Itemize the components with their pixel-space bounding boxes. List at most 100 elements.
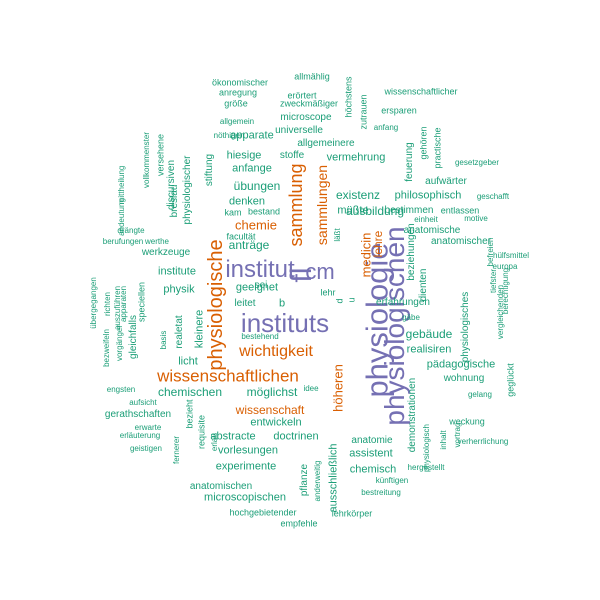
cloud-word: bestehend [241, 332, 279, 341]
cloud-word: anatomie [351, 435, 393, 446]
cloud-word: anatomische [403, 225, 461, 236]
cloud-word: microscopischen [204, 491, 286, 504]
cloud-word: anfange [232, 162, 272, 175]
cloud-word: anderweitig [313, 460, 322, 502]
cloud-word: physiologische [205, 239, 227, 371]
cloud-word: hochgebietender [229, 507, 297, 518]
cloud-word: übungen [233, 179, 281, 193]
cloud-word: erläuterung [119, 431, 161, 440]
cloud-word: vorgänger [115, 324, 124, 362]
cloud-word: wissenschaftlichen [157, 366, 299, 386]
cloud-word: breslau [169, 184, 180, 218]
cloud-word: höchstens [343, 76, 354, 118]
cloud-word: facultät [226, 231, 256, 242]
cloud-word: entlassen [440, 205, 480, 216]
cloud-word: läßt [333, 228, 342, 242]
cloud-word: aufsicht [129, 398, 157, 407]
cloud-word: institute [158, 265, 196, 278]
cloud-word: institut [225, 256, 295, 283]
cloud-word: möglichst [246, 385, 298, 399]
cloud-word: wissenschaftlicher [384, 86, 458, 97]
cloud-word: universelle [275, 125, 323, 136]
cloud-word: geeignet [235, 281, 279, 294]
cloud-word: übergegangen [89, 277, 98, 329]
cloud-word: microscope [280, 112, 332, 123]
cloud-word: physiologisches [460, 291, 471, 363]
cloud-word: lehrkörper [331, 508, 373, 519]
cloud-word: einheit [414, 215, 438, 224]
cloud-word: verherrlichung [457, 437, 509, 446]
cloud-word: beziehungen [406, 223, 417, 281]
cloud-word: licht [178, 355, 198, 368]
cloud-word: realisiren [406, 343, 452, 356]
cloud-word: wissenschaft [235, 403, 305, 417]
cloud-word: entwickeln [250, 416, 302, 429]
cloud-word: practische [432, 127, 443, 169]
cloud-word: geschafft [476, 192, 510, 201]
cloud-word: empfehle [280, 518, 318, 529]
cloud-word: denken [228, 195, 266, 208]
cloud-word: physiologischer [182, 155, 193, 225]
cloud-word: geistigen [129, 444, 163, 453]
cloud-word: apparaten [119, 285, 128, 323]
cloud-word: chemie [235, 217, 277, 233]
cloud-word: apparate [230, 129, 274, 142]
cloud-word: müßte [337, 204, 369, 217]
cloud-word: kam [224, 207, 242, 218]
cloud-word: feuerung [404, 142, 415, 182]
cloud-word: vergleichenden [496, 284, 505, 340]
cloud-word: b [278, 297, 286, 310]
cloud-word: vermehrung [326, 151, 386, 164]
cloud-word: werkzeuge [141, 247, 191, 258]
cloud-word: anregung [218, 87, 258, 98]
cloud-word: fl [285, 267, 318, 283]
cloud-word: philosophisch [394, 189, 462, 202]
cloud-word: bezweifeln [102, 329, 111, 367]
cloud-word: inhalt [439, 430, 448, 450]
cloud-word: lehr [320, 287, 336, 298]
cloud-word: allmählig [294, 71, 330, 82]
cloud-word: requisite [196, 414, 207, 450]
cloud-word: realetat [174, 315, 185, 349]
cloud-word: gehören [418, 126, 429, 160]
cloud-word: bestand [247, 206, 281, 217]
cloud-word: versehene [155, 133, 166, 177]
cloud-word: wichtigkeit [239, 343, 313, 360]
cloud-word: erwarte [134, 423, 162, 432]
cloud-word: demonstrationen [407, 377, 418, 453]
cloud-word: allgemeinere [297, 138, 355, 149]
cloud-word: sammlung [286, 163, 306, 247]
cloud-word: zutrauen [358, 94, 369, 130]
cloud-word: bezieht [184, 399, 195, 429]
cloud-word: zweckmäßiger [279, 98, 339, 109]
cloud-word: stiftung [204, 153, 215, 187]
cloud-word: berufungen [102, 237, 144, 246]
cloud-word: anatomischen [189, 481, 253, 492]
cloud-word: gelang [467, 390, 493, 399]
cloud-word: hiesige [226, 149, 262, 162]
cloud-word: pflanze [299, 463, 310, 497]
cloud-word: sammlungen [314, 164, 330, 246]
cloud-word: drängte [117, 226, 145, 235]
cloud-word: ersparen [381, 105, 417, 116]
cloud-word: höheren [330, 364, 346, 412]
cloud-word: allgemein [219, 117, 255, 126]
cloud-word: größe [224, 98, 248, 109]
cloud-word: ausbildung [345, 204, 405, 218]
cloud-word: europa [492, 262, 518, 271]
cloud-word: physik [163, 283, 195, 296]
cloud-word: vollkommenster [142, 131, 151, 189]
cloud-word: hergestellt [407, 463, 445, 472]
cloud-word: bestreitung [361, 488, 401, 497]
cloud-word: physiologischen [379, 226, 410, 426]
cloud-word: idee [303, 384, 319, 393]
cloud-word: motive [464, 214, 488, 223]
cloud-word: chemisch [349, 463, 397, 476]
cloud-word: stoffe [279, 150, 305, 161]
cloud-word: anträge [228, 238, 270, 252]
cloud-word: gäbe [402, 313, 420, 322]
cloud-word: erörtert [287, 90, 317, 101]
cloud-word: engsten [106, 385, 136, 394]
cloud-word: lehre [371, 230, 385, 258]
